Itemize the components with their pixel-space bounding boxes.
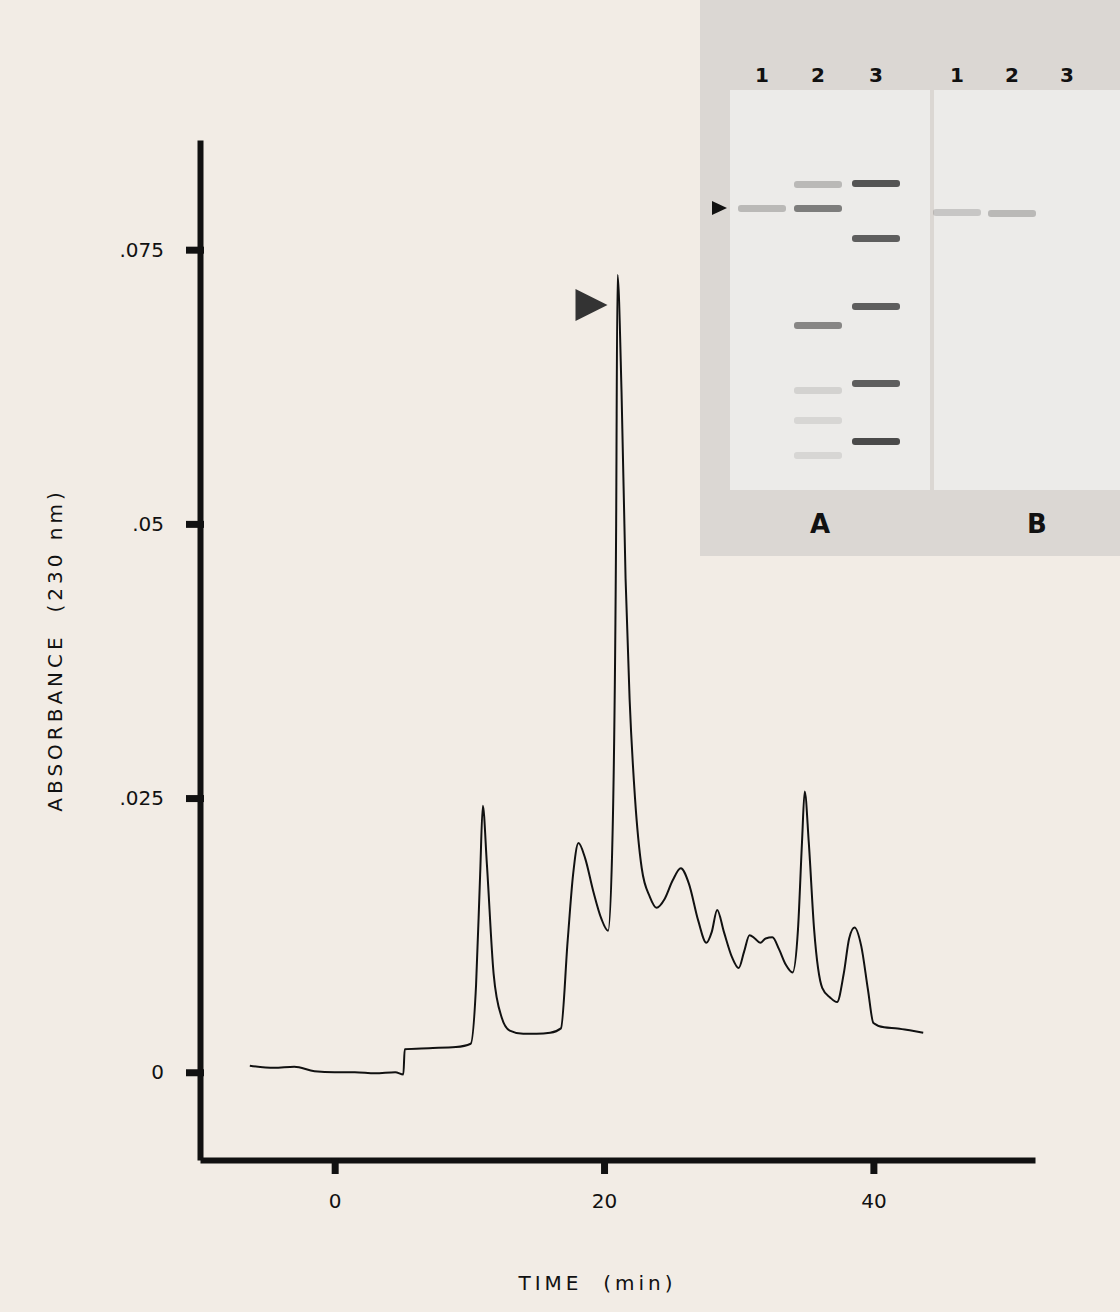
y-tick: 0: [151, 1060, 204, 1084]
gel-band: [852, 380, 900, 387]
y-tick-mark: [186, 247, 204, 254]
gel-band: [794, 417, 842, 424]
y-tick-mark: [186, 1069, 204, 1076]
lane-label: 1: [755, 63, 769, 87]
gel: [934, 90, 1120, 490]
inset-background: [700, 0, 1120, 556]
gel-band: [794, 387, 842, 394]
peak-arrow: [576, 289, 608, 321]
y-tick: .05: [132, 512, 204, 536]
lane-label: 1: [950, 63, 964, 87]
gel-band: [933, 209, 981, 216]
x-tick-label: 40: [861, 1189, 886, 1213]
gel-band: [794, 322, 842, 329]
gel: [730, 90, 930, 490]
y-axis-title: ABSORBANCE (230 nm): [43, 488, 67, 811]
y-tick-label: .075: [119, 238, 164, 262]
gel-band: [852, 303, 900, 310]
x-tick: 0: [329, 1158, 342, 1213]
x-tick-label: 20: [592, 1189, 617, 1213]
lane-label: 2: [1005, 63, 1019, 87]
lane-label: 3: [1060, 63, 1074, 87]
gel-band: [852, 180, 900, 187]
gel-inset: 1 2 3 A 1 2 3 B: [700, 0, 1120, 556]
x-tick-mark: [601, 1158, 608, 1174]
y-tick: .025: [119, 786, 204, 810]
x-axis: 0 20 40: [201, 1158, 1036, 1213]
gel-band: [852, 235, 900, 242]
y-tick-label: .025: [119, 786, 164, 810]
y-axis: 0 .025 .05 .075: [119, 141, 204, 1161]
x-tick: 20: [592, 1158, 617, 1213]
x-axis-title: TIME (min): [517, 1271, 676, 1295]
y-tick-mark: [186, 795, 204, 802]
gel-band: [794, 181, 842, 188]
band-arrow: [712, 201, 727, 215]
panel-label: A: [810, 509, 830, 539]
y-tick-label: .05: [132, 512, 164, 536]
lane-label: 2: [811, 63, 825, 87]
gel-band: [738, 205, 786, 212]
gel-band: [852, 438, 900, 445]
y-tick-mark: [186, 521, 204, 528]
lane-label: 3: [869, 63, 883, 87]
y-axis-line: [198, 141, 204, 1161]
gel-band: [794, 452, 842, 459]
x-tick: 40: [861, 1158, 886, 1213]
x-tick-label: 0: [329, 1189, 342, 1213]
gel-band: [794, 205, 842, 212]
y-tick-label: 0: [151, 1060, 164, 1084]
x-tick-mark: [332, 1158, 339, 1174]
x-axis-line: [201, 1158, 1036, 1164]
gel-band: [988, 210, 1036, 217]
x-tick-mark: [870, 1158, 877, 1174]
panel-label: B: [1027, 509, 1047, 539]
y-tick: .075: [119, 238, 204, 262]
chart: 0 .025 .05 .075 0 20 40 TIME (min) ABSORBANCE (2…: [0, 0, 1120, 1312]
